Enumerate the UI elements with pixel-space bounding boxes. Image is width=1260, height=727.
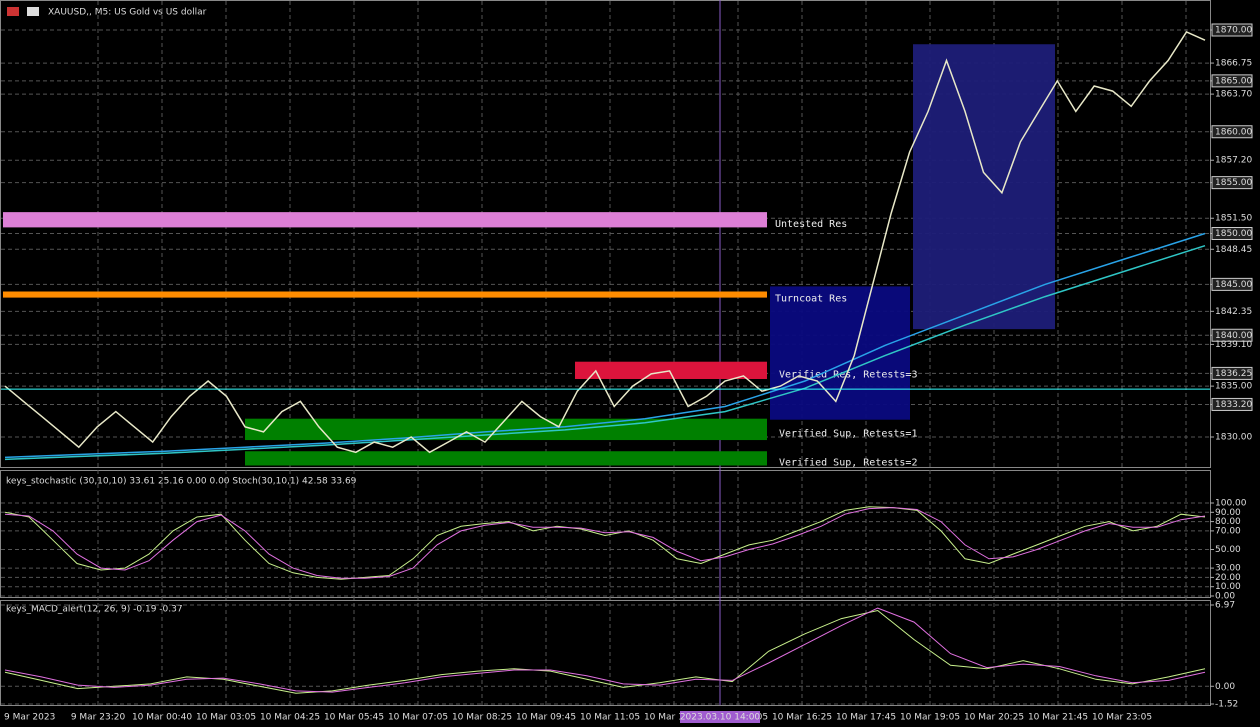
price-label: 1835.00	[1215, 382, 1252, 392]
time-label: 9 Mar 2023	[4, 713, 55, 723]
time-label: 10 Mar 19:05	[900, 713, 960, 723]
tick-box	[1211, 277, 1253, 291]
price-label: 50.00	[1215, 545, 1241, 555]
time-label: 10 Mar 21:45	[1028, 713, 1088, 723]
zone-label: Verified Sup, Retests=2	[779, 457, 917, 468]
time-label: 9 Mar 23:20	[71, 713, 126, 723]
time-label: 10 Mar 23:05	[1092, 713, 1152, 723]
time-label: 10 Mar 05:45	[324, 713, 384, 723]
sr-zone	[575, 361, 767, 380]
zone-label: Verified Res, Retests=3	[779, 369, 917, 380]
time-label: 10 Mar 11:05	[580, 713, 640, 723]
zone-label: Turncoat Res	[775, 294, 847, 305]
tick-box	[1211, 366, 1253, 380]
time-label: 10 Mar 00:40	[132, 713, 192, 723]
price-label: 1833.20	[1215, 400, 1252, 410]
zone-label: Untested Res	[775, 219, 847, 230]
price-label: 1848.45	[1215, 245, 1252, 255]
chart-icon[interactable]	[27, 7, 39, 16]
time-label: 10 Mar 16:25	[772, 713, 832, 723]
sr-zone	[3, 212, 767, 228]
price-label: 1857.20	[1215, 156, 1252, 166]
time-label: 10 Mar 07:05	[388, 713, 448, 723]
price-label: 1855.00	[1215, 178, 1252, 188]
menu-icon[interactable]	[7, 7, 19, 16]
time-label: 10 Mar 20:25	[964, 713, 1024, 723]
price-label: 6.97	[1215, 601, 1235, 611]
price-label: 1851.50	[1215, 214, 1252, 224]
tick-box	[1211, 176, 1253, 190]
price-label: 0.00	[1215, 682, 1235, 692]
pattern-box	[913, 44, 1055, 330]
price-label: 1870.00	[1215, 26, 1252, 36]
price-label: 1865.00	[1215, 76, 1252, 86]
price-label: 1860.00	[1215, 127, 1252, 137]
price-label: 100.00	[1215, 499, 1247, 509]
tick-box	[1211, 328, 1253, 342]
price-label: 70.00	[1215, 526, 1241, 536]
stoch-line	[4, 507, 1206, 579]
moving-average	[4, 244, 1206, 461]
sr-zone	[245, 418, 767, 441]
price-label: 1842.35	[1215, 307, 1252, 317]
time-label: 10 Mar 12:25	[644, 713, 704, 723]
price-label: 1845.00	[1215, 280, 1252, 290]
zone-label: Verified Sup, Retests=1	[779, 428, 917, 439]
price-label: 90.00	[1215, 508, 1241, 518]
sr-zone	[245, 451, 767, 466]
cursor-box	[680, 711, 760, 723]
price-label: 80.00	[1215, 517, 1241, 527]
tick-box	[1211, 74, 1253, 88]
macd-title: keys_MACD_alert(12, 26, 9) -0.19 -0.37	[6, 605, 183, 615]
time-label: 10 Mar 04:25	[260, 713, 320, 723]
time-label: 10 Mar 08:25	[452, 713, 512, 723]
tick-box	[1211, 125, 1253, 139]
price-label: 1839.10	[1215, 340, 1252, 350]
price-label: 1863.70	[1215, 90, 1252, 100]
cursor-label: 2023.03.10 14:00	[680, 713, 761, 723]
price-label: 30.00	[1215, 564, 1241, 574]
stoch-frame	[0, 470, 1211, 598]
price-label: 20.00	[1215, 573, 1241, 583]
stoch-title: keys_stochastic (30,10,10) 33.61 25.16 0…	[6, 477, 357, 487]
tick-box	[1211, 397, 1253, 411]
sr-zone	[3, 291, 767, 298]
price-label: -1.52	[1215, 700, 1238, 710]
time-label: 10 Mar 09:45	[516, 713, 576, 723]
time-label: 10 Mar 03:05	[196, 713, 256, 723]
macd-frame	[0, 600, 1211, 706]
price-label: 1850.00	[1215, 229, 1252, 239]
macd-line	[4, 607, 1206, 693]
moving-average	[4, 232, 1206, 459]
price-label: 1836.25	[1215, 369, 1252, 379]
tick-box	[1211, 23, 1253, 37]
time-label: 10 Mar 17:45	[836, 713, 896, 723]
price-label: 1840.00	[1215, 331, 1252, 341]
price-label: 0.00	[1215, 592, 1235, 602]
price-label: 1866.75	[1215, 59, 1252, 69]
pattern-box	[770, 286, 910, 420]
price-label: 10.00	[1215, 582, 1241, 592]
macd-line	[4, 609, 1206, 694]
tick-box	[1211, 227, 1253, 240]
chart-title: XAUUSD,, M5: US Gold vs US dollar	[48, 8, 207, 18]
price-label: 1830.00	[1215, 433, 1252, 443]
